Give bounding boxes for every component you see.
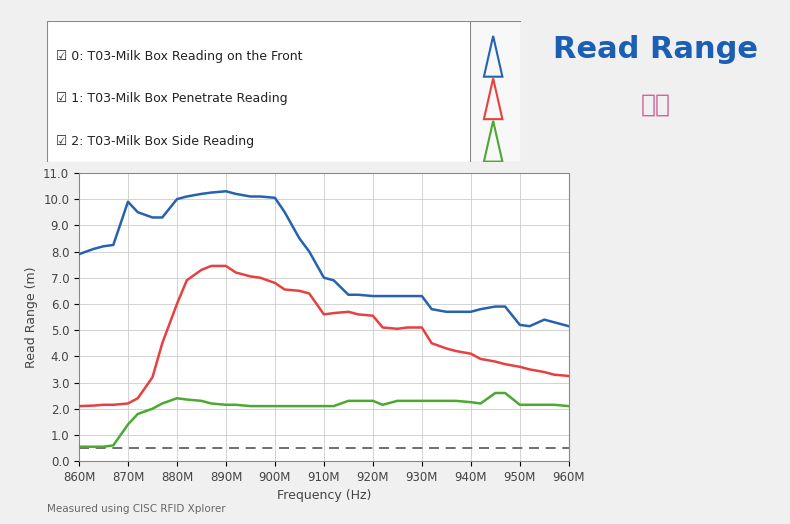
Text: ☑ 1: T03-Milk Box Penetrate Reading: ☑ 1: T03-Milk Box Penetrate Reading [56, 92, 288, 105]
Text: ☑ 0: T03-Milk Box Reading on the Front: ☑ 0: T03-Milk Box Reading on the Front [56, 50, 303, 63]
Text: 读距: 读距 [641, 93, 671, 117]
Text: ☑ 2: T03-Milk Box Side Reading: ☑ 2: T03-Milk Box Side Reading [56, 135, 254, 148]
FancyBboxPatch shape [470, 21, 521, 162]
Text: Read Range: Read Range [553, 35, 758, 64]
Text: Measured using CISC RFID Xplorer: Measured using CISC RFID Xplorer [47, 504, 226, 514]
FancyBboxPatch shape [47, 21, 482, 162]
X-axis label: Frequency (Hz): Frequency (Hz) [276, 489, 371, 503]
Y-axis label: Read Range (m): Read Range (m) [24, 266, 38, 368]
